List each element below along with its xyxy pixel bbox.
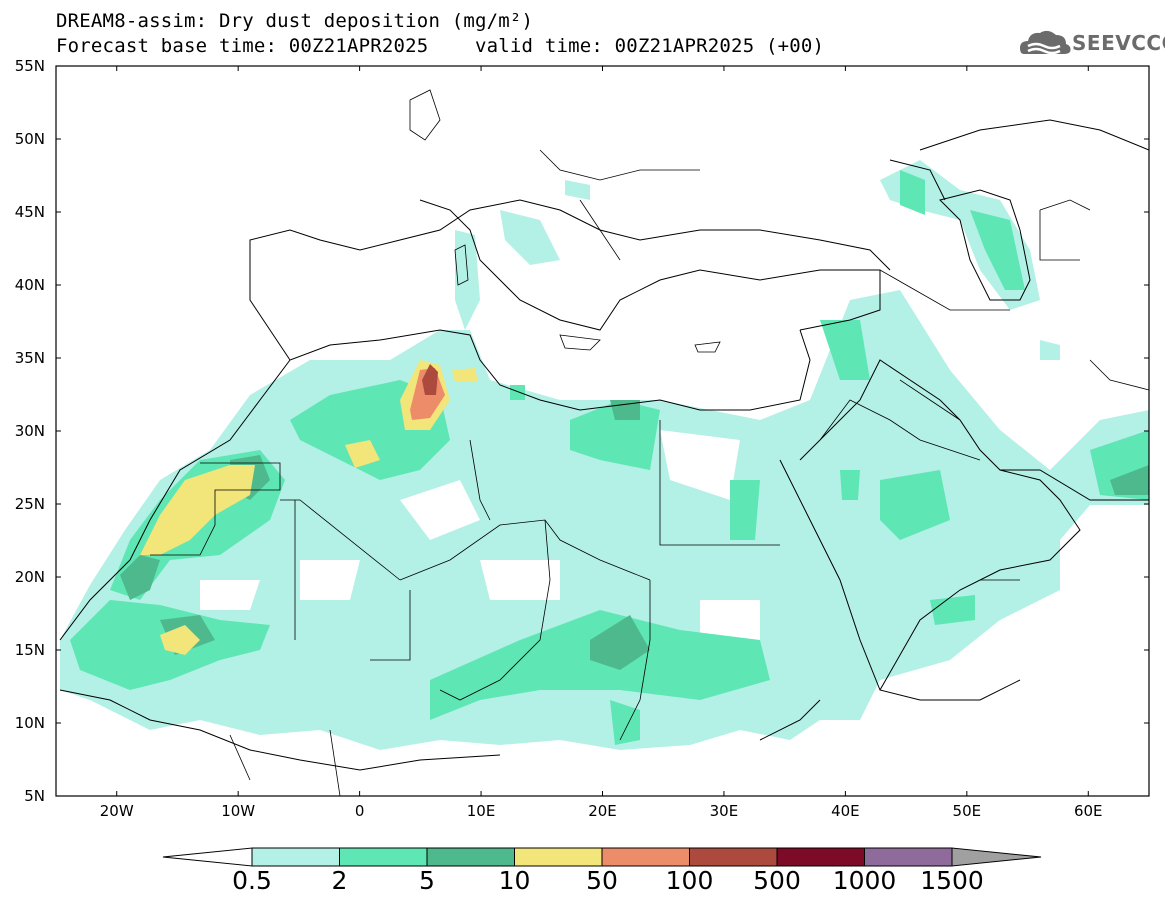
dust-field-gaps xyxy=(200,430,760,640)
legend-label: 1500 xyxy=(920,866,984,895)
latitude-label: 50N xyxy=(14,130,45,148)
longitude-label: 0 xyxy=(354,802,365,820)
latitude-label: 15N xyxy=(14,641,45,659)
map-title: DREAM8-assim: Dry dust deposition (mg/m²… xyxy=(56,10,534,32)
legend-high-arrow xyxy=(951,847,1042,867)
legend-label: 0.5 xyxy=(232,866,272,895)
latitude-label: 45N xyxy=(14,203,45,221)
longitude-label: 40E xyxy=(831,802,860,820)
legend-color-box xyxy=(426,847,515,867)
legend-color-box xyxy=(514,847,603,867)
legend-color-box xyxy=(601,847,690,867)
longitude-label: 60E xyxy=(1073,802,1103,820)
legend-color-box xyxy=(251,847,340,867)
longitude-label: 20W xyxy=(99,802,134,820)
latitude-label: 55N xyxy=(14,57,45,75)
legend-label: 1000 xyxy=(832,866,897,895)
latitude-label: 25N xyxy=(14,495,45,513)
dust-field-red xyxy=(422,364,438,395)
cloud-logo-icon xyxy=(1020,30,1071,55)
legend-label: 500 xyxy=(753,866,801,895)
latitude-label: 5N xyxy=(24,787,45,805)
legend-color-box xyxy=(864,847,953,867)
legend-low-arrow xyxy=(162,847,253,867)
islands xyxy=(409,89,721,353)
legend-color-box xyxy=(339,847,428,867)
latitude-label: 20N xyxy=(14,568,45,586)
latitude-label: 10N xyxy=(14,714,45,732)
longitude-label: 10W xyxy=(221,802,256,820)
longitude-label: 10E xyxy=(466,802,496,820)
legend-color-box xyxy=(689,847,778,867)
country-borders xyxy=(150,149,1149,796)
longitude-label: 30E xyxy=(709,802,739,820)
legend-label: 10 xyxy=(498,866,531,895)
latitude-label: 30N xyxy=(14,422,45,440)
coastlines xyxy=(59,119,1149,771)
longitude-label: 20E xyxy=(588,802,617,820)
legend-label: 2 xyxy=(331,866,348,895)
logo-text: SEEVCCC xyxy=(1072,31,1165,55)
legend-label: 50 xyxy=(586,866,618,895)
legend-color-box xyxy=(776,847,865,867)
forecast-time-line: Forecast base time: 00Z21APR2025 valid t… xyxy=(56,35,825,57)
latitude-label: 40N xyxy=(14,276,45,294)
latitude-label: 35N xyxy=(14,349,45,367)
legend-label: 5 xyxy=(419,866,435,895)
longitude-label: 50E xyxy=(952,802,982,820)
legend-label: 100 xyxy=(665,866,714,895)
